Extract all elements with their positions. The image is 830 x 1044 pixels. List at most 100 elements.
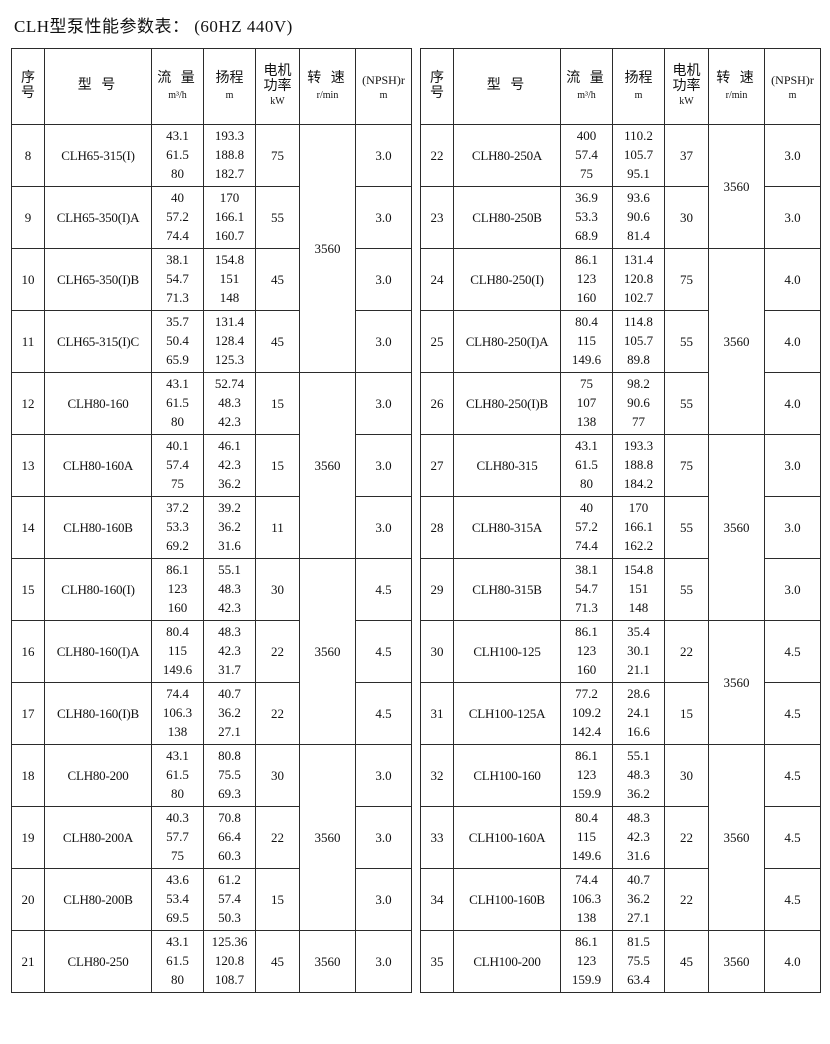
head-values-v2: 36.2 [218,519,241,534]
head-values-v1: 52.74 [214,376,245,391]
flow-values-v3: 68.9 [575,228,598,243]
flow-values-v3: 142.4 [571,724,602,739]
table-row[interactable]: 18 CLH80-200 43.1 61.5 80 80.8 75.5 69.3 30 3560 3… [11,744,412,931]
head-values-v3: 182.7 [214,166,245,181]
table-row[interactable]: 10 CLH65-350(I)B 38.1 54.7 71.3 154.8 151 148 45… [11,248,412,311]
table-row[interactable]: 22 CLH80-250A 400 57.4 75 110.2 105.7 95.1 37 356… [420,124,821,249]
table-row[interactable]: 20 CLH80-200B 43.6 53.4 69.5 61.2 57.4 50.3 15 3.… [11,868,412,931]
cell-npsh: 4.5 [764,620,821,683]
table-row[interactable]: 9 CLH65-350(I)A 40 57.2 74.4 170 166.1 160.7 55 3… [11,186,412,249]
table-row[interactable]: 29 CLH80-315B 38.1 54.7 71.3 154.8 151 148 55 3.0 [420,558,821,621]
cell-model: CLH100-160 [453,744,561,807]
header-head-unit: m [225,89,234,101]
cell-flow: 86.1 123 159.9 [560,930,613,993]
cell-npsh: 4.5 [764,744,821,807]
table-row[interactable]: 32 CLH100-160 86.1 123 159.9 55.1 48.3 36.2 30 35… [420,744,821,931]
head-values-v1: 154.8 [214,252,245,267]
flow-values-v2: 61.5 [166,767,189,782]
flow-values-v1: 86.1 [575,624,598,639]
head-values-v2: 166.1 [214,209,245,224]
head-values-v1: 55.1 [218,562,241,577]
table-row[interactable]: 19 CLH80-200A 40.3 57.7 75 70.8 66.4 60.3 22 3.0 [11,806,412,869]
table-row[interactable]: 35 CLH100-200 86.1 123 159.9 81.5 75.5 63.4 45 35… [420,930,821,993]
cell-power: 75 [664,434,709,497]
header-power-line1: 电机 [672,63,701,79]
table-row[interactable]: 28 CLH80-315A 40 57.2 74.4 170 166.1 162.2 55 3.0 [420,496,821,559]
tables-container: 序 号 型 号 流 量 m³/h 扬程 m 电 [11,48,821,993]
table-row[interactable]: 17 CLH80-160(I)B 74.4 106.3 138 40.7 36.2 27.1 2… [11,682,412,745]
flow-values-v2: 57.7 [166,829,189,844]
flow-values-v3: 69.5 [166,910,189,925]
table-row[interactable]: 8 CLH65-315(I) 43.1 61.5 80 193.3 188.8 182.7 75… [11,124,412,373]
table-row[interactable]: 13 CLH80-160A 40.1 57.4 75 46.1 42.3 36.2 15 3.0 [11,434,412,497]
cell-row-number: 14 [11,496,45,559]
flow-values-v3: 80 [580,476,593,491]
flow-values-v2: 61.5 [166,147,189,162]
flow-values-v1: 40 [171,190,184,205]
table-row[interactable]: 16 CLH80-160(I)A 80.4 115 149.6 48.3 42.3 31.7 2… [11,620,412,683]
table-row[interactable]: 15 CLH80-160(I) 86.1 123 160 55.1 48.3 42.3 30 35… [11,558,412,745]
cell-model: CLH80-200A [44,806,152,869]
table-header-right: 序 号 型 号 流 量 m³/h 扬程 m 电 [420,48,821,125]
cell-power: 22 [255,806,300,869]
table-row[interactable]: 14 CLH80-160B 37.2 53.3 69.2 39.2 36.2 31.6 11 3.… [11,496,412,559]
flow-values-v1: 43.1 [166,748,189,763]
table-row[interactable]: 31 CLH100-125A 77.2 109.2 142.4 28.6 24.1 16.6 1… [420,682,821,745]
header-no-line2: 号 [21,85,35,101]
table-row[interactable]: 12 CLH80-160 43.1 61.5 80 52.74 48.3 42.3 15 3560… [11,372,412,559]
head-values-v2: 48.3 [218,581,241,596]
flow-values-v1: 43.1 [166,128,189,143]
table-row[interactable]: 34 CLH100-160B 74.4 106.3 138 40.7 36.2 27.1 22 4… [420,868,821,931]
head-values: 170 166.1 160.7 [204,187,255,248]
head-values-v3: 69.3 [218,786,241,801]
header-power-unit: kW [679,96,694,108]
table-row[interactable]: 21 CLH80-250 43.1 61.5 80 125.36 120.8 108.7 45 3… [11,930,412,993]
flow-values-v2: 61.5 [166,395,189,410]
flow-values-v2: 53.4 [166,891,189,906]
cell-model: CLH100-160A [453,806,561,869]
table-row[interactable]: 25 CLH80-250(I)A 80.4 115 149.6 114.8 105.7 89.… [420,310,821,373]
header-power-line2: 功率 [672,78,701,94]
cell-npsh: 3.0 [764,186,821,249]
head-values: 70.8 66.4 60.3 [204,807,255,868]
head-values-v3: 31.6 [218,538,241,553]
pump-table-right: 序 号 型 号 流 量 m³/h 扬程 m 电 [420,48,821,993]
table-row[interactable]: 23 CLH80-250B 36.9 53.3 68.9 93.6 90.6 81.4 30 3.… [420,186,821,249]
cell-power: 15 [255,868,300,931]
table-row[interactable]: 11 CLH65-315(I)C 35.7 50.4 65.9 131.4 128.4 125… [11,310,412,373]
flow-values: 43.1 61.5 80 [152,931,203,992]
flow-values-v3: 160 [167,600,188,615]
flow-values-v3: 74.4 [166,228,189,243]
header-head-label: 扬程 [215,71,244,87]
flow-values-v2: 54.7 [166,271,189,286]
table-row[interactable]: 24 CLH80-250(I) 86.1 123 160 131.4 120.8 102.7 7… [420,248,821,435]
cell-flow: 43.1 61.5 80 [151,744,204,807]
flow-values: 36.9 53.3 68.9 [561,187,612,248]
flow-values-v1: 74.4 [166,686,189,701]
cell-npsh: 4.5 [764,868,821,931]
head-values-v2: 90.6 [627,209,650,224]
pump-table-left: 序 号 型 号 流 量 m³/h 扬程 m 电 [11,48,412,993]
flow-values-v2: 50.4 [166,333,189,348]
head-values-v1: 40.7 [627,872,650,887]
cell-flow: 40 57.2 74.4 [560,496,613,559]
cell-row-number: 10 [11,248,45,311]
flow-values-v3: 65.9 [166,352,189,367]
head-values-v3: 63.4 [627,972,650,987]
cell-npsh: 3.0 [355,806,412,869]
table-row[interactable]: 33 CLH100-160A 80.4 115 149.6 48.3 42.3 31.6 22 4… [420,806,821,869]
cell-model: CLH100-125 [453,620,561,683]
head-values: 61.2 57.4 50.3 [204,869,255,930]
head-values-v1: 170 [628,500,649,515]
table-row[interactable]: 26 CLH80-250(I)B 75 107 138 98.2 90.6 77 55 4.0 [420,372,821,435]
head-values: 98.2 90.6 77 [613,373,664,434]
table-row[interactable]: 30 CLH100-125 86.1 123 160 35.4 30.1 21.1 22 3560… [420,620,821,745]
cell-power: 55 [664,496,709,559]
table-row[interactable]: 27 CLH80-315 43.1 61.5 80 193.3 188.8 184.2 75 35… [420,434,821,621]
flow-values: 86.1 123 160 [561,249,612,310]
head-values-v1: 48.3 [627,810,650,825]
cell-power: 75 [664,248,709,311]
flow-values-v1: 35.7 [166,314,189,329]
head-values: 170 166.1 162.2 [613,497,664,558]
flow-values-v3: 74.4 [575,538,598,553]
